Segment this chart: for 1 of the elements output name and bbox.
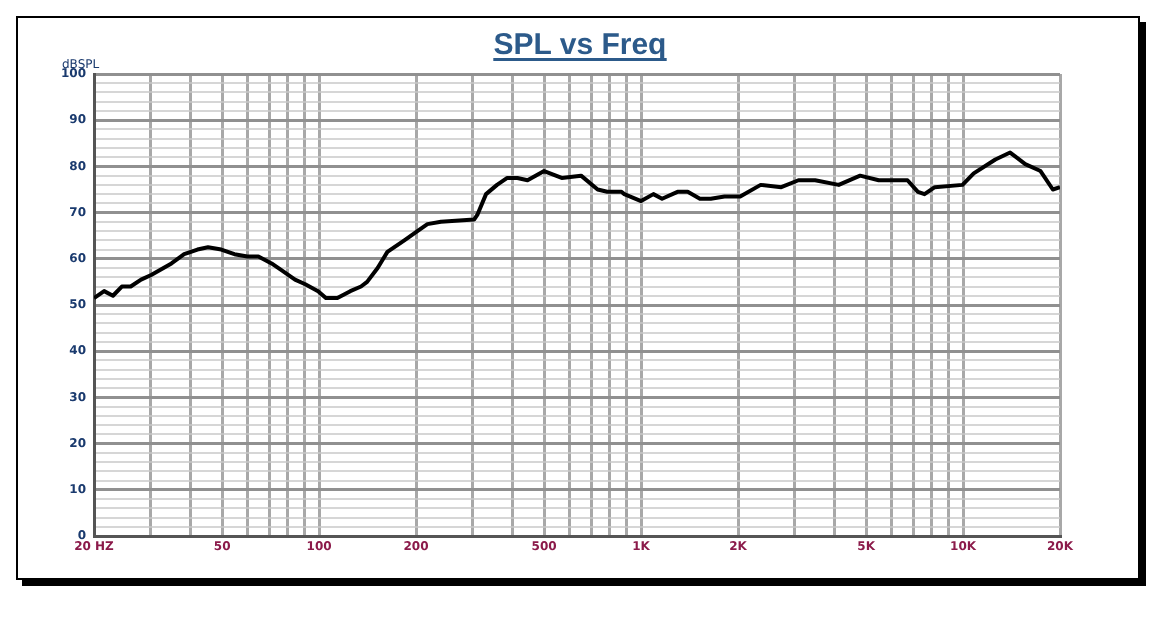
- chart-title: SPL vs Freq: [493, 28, 667, 62]
